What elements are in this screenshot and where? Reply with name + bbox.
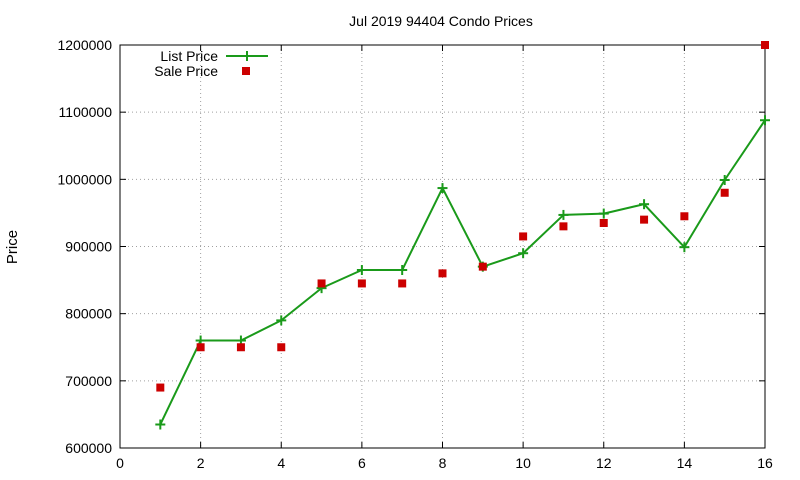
list-price-marker: [679, 242, 690, 253]
y-tick-label: 1200000: [57, 37, 112, 53]
x-tick-label: 12: [596, 455, 612, 471]
x-tick-label: 2: [197, 455, 205, 471]
y-tick-label: 1000000: [57, 171, 112, 187]
series-layer: [155, 41, 770, 430]
legend: List Price Sale Price: [154, 48, 268, 79]
list-price-marker: [356, 265, 367, 276]
legend-swatch-sale-price: [242, 67, 250, 75]
x-tick-label: 6: [358, 455, 366, 471]
sale-price-marker: [196, 343, 205, 352]
x-tick-label: 16: [757, 455, 773, 471]
x-tick-label: 10: [515, 455, 531, 471]
chart-title: Jul 2019 94404 Condo Prices: [349, 13, 533, 29]
sale-price-marker: [640, 215, 649, 224]
list-price-marker: [760, 115, 770, 126]
legend-label-list-price: List Price: [160, 48, 218, 64]
sale-price-marker: [277, 343, 286, 352]
sale-price-marker: [357, 279, 366, 288]
x-tick-label: 4: [277, 455, 285, 471]
list-price-marker: [155, 419, 166, 430]
y-axis-label: Price: [4, 230, 21, 264]
list-price-marker: [719, 175, 730, 186]
y-tick-label: 600000: [65, 440, 112, 456]
sale-price-marker: [599, 218, 608, 227]
list-price-marker: [598, 208, 609, 219]
sale-price-marker: [680, 212, 689, 221]
y-tick-label: 1100000: [59, 104, 113, 120]
y-tick-label: 800000: [65, 306, 112, 322]
sale-price-marker: [438, 269, 447, 278]
legend-label-sale-price: Sale Price: [154, 63, 218, 79]
sale-price-marker: [317, 279, 326, 288]
sale-price-marker: [478, 262, 487, 271]
sale-price-marker: [398, 279, 407, 288]
grid-layer: [120, 45, 765, 448]
y-tick-label: 700000: [65, 373, 112, 389]
sale-price-marker: [519, 232, 528, 241]
x-tick-label: 0: [116, 455, 124, 471]
x-tick-label: 14: [677, 455, 693, 471]
sale-price-marker: [236, 343, 245, 352]
sale-price-marker: [720, 188, 729, 197]
series-line-list-price: [159, 119, 766, 425]
list-price-marker: [518, 248, 529, 259]
list-price-marker: [397, 265, 408, 276]
x-tick-label: 8: [439, 455, 447, 471]
ticks-layer: 600000 700000 800000 900000 1000000 1100000 12…: [57, 37, 773, 471]
sale-price-marker: [156, 383, 165, 392]
list-price-marker: [639, 199, 650, 210]
list-price-marker: [276, 315, 287, 326]
list-price-marker: [558, 209, 569, 220]
sale-price-marker: [761, 41, 769, 49]
list-price-marker: [437, 183, 448, 194]
legend-swatch-list-price-marker: [242, 51, 252, 61]
sale-price-marker: [559, 222, 568, 231]
y-tick-label: 900000: [65, 239, 112, 255]
